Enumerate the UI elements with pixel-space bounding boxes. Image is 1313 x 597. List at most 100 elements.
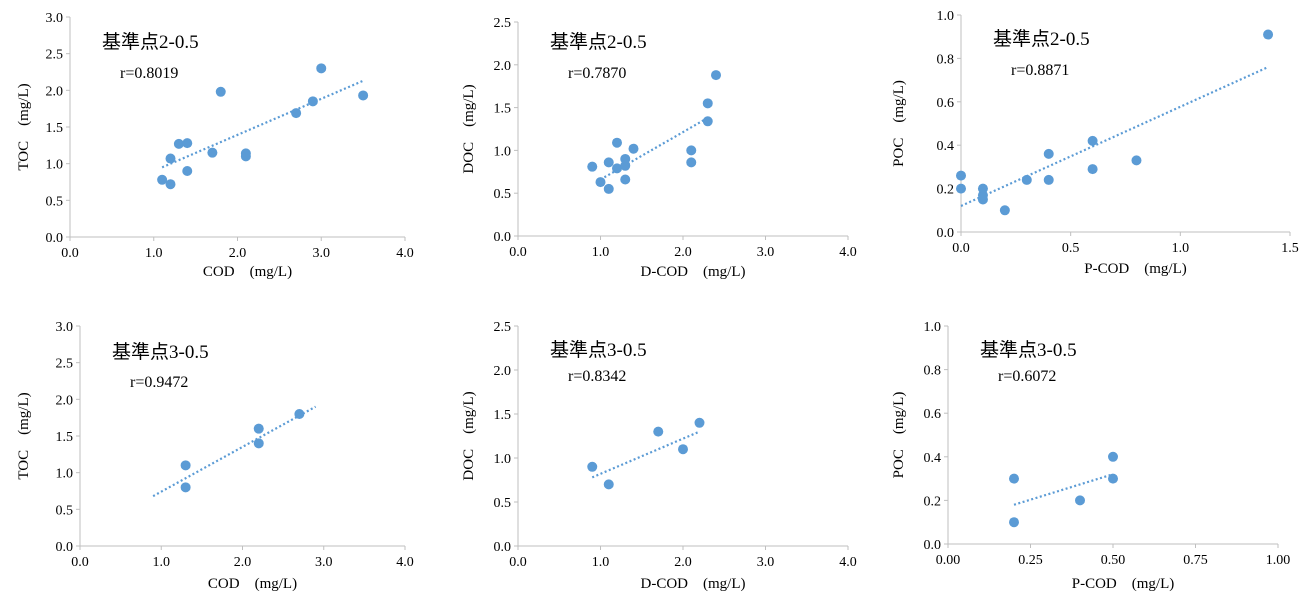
data-point [595,177,606,188]
data-point [587,461,598,472]
data-point [1131,155,1142,166]
data-point [157,174,168,185]
data-point [291,108,302,119]
y-tick-label: 3.0 [46,11,64,26]
y-tick-label: 0.5 [494,187,512,202]
y-axis-label: DOC (mg/L) [461,391,477,480]
y-tick-label: 0.5 [46,194,64,209]
x-axis-label: COD (mg/L) [203,264,292,280]
data-point [1043,148,1054,159]
y-tick-label: 1.5 [46,121,64,136]
x-tick-label: 0.0 [71,555,89,570]
data-point [702,116,713,127]
data-point [702,98,713,109]
data-point [603,479,614,490]
x-tick-label: 0.75 [1183,553,1208,568]
data-point [1043,174,1054,185]
x-tick-label: 1.00 [1266,553,1291,568]
x-tick-label: 0.0 [952,241,970,256]
y-tick-label: 0.5 [494,496,512,511]
x-tick-label: 1.0 [592,555,610,570]
y-tick-label: 2.0 [56,393,74,408]
data-point [240,148,251,159]
data-point [1009,517,1019,528]
data-point [999,205,1010,216]
data-point [628,143,639,154]
y-tick-label: 0.2 [937,183,955,198]
scatter-panel: 0.0 0.2 0.4 0.6 0.8 1.0 0.0 0.5 1.0 1.5 P-COD (mg/… [891,9,1299,277]
y-tick-label: 1.5 [494,102,512,117]
data-point [182,166,193,176]
y-tick-label: 1.0 [494,452,512,467]
correlation-annotation: r=0.9472 [130,374,188,391]
correlation-annotation: r=0.7870 [568,65,626,82]
data-point [694,417,705,428]
data-point [253,423,264,434]
data-point [165,153,176,164]
data-point [587,161,598,172]
x-tick-label: 0.00 [936,553,961,568]
data-point [603,183,614,194]
scatter-panel: 0.0 0.5 1.0 1.5 2.0 2.5 0.0 1.0 2.0 3.0 4.0 D-COD (… [461,320,857,592]
data-point [316,63,327,74]
x-tick-label: 1.0 [592,245,610,260]
scatter-panel: 0.0 0.5 1.0 1.5 2.0 2.5 3.0 0.0 1.0 2.0 3.0 4.0 COD … [16,11,414,280]
x-tick-label: 2.0 [234,555,252,570]
data-point [620,153,631,164]
scatter-panel: 0.0 0.5 1.0 1.5 2.0 2.5 3.0 0.0 1.0 2.0 3.0 4.0 COD … [16,320,414,592]
data-point [678,444,688,455]
y-tick-label: 0.0 [46,231,64,246]
x-tick-label: 0.0 [509,245,527,260]
y-axis-label: POC (mg/L) [891,80,907,167]
x-tick-label: 4.0 [839,245,857,260]
data-point [1075,495,1085,506]
x-tick-label: 4.0 [396,246,414,261]
y-axis-label: TOC (mg/L) [16,83,32,170]
panel-title: 基準点2-0.5 [550,31,647,53]
y-tick-label: 3.0 [56,320,74,335]
trendline [591,430,700,479]
x-tick-label: 2.0 [674,245,692,260]
trendline [960,66,1269,207]
x-tick-label: 1.0 [1172,241,1190,256]
y-tick-label: 2.0 [494,59,512,74]
data-point [620,160,631,171]
data-point [653,426,664,437]
y-axis-label: DOC (mg/L) [461,84,477,173]
y-tick-label: 0.4 [924,451,942,466]
x-tick-label: 0.0 [509,555,527,570]
panel-title: 基準点2-0.5 [993,28,1090,50]
x-tick-label: 1.0 [145,246,163,261]
y-tick-label: 2.0 [494,364,512,379]
x-tick-label: 0.5 [1062,241,1080,256]
data-point [1108,451,1118,462]
data-point [358,90,369,101]
data-point [1263,29,1274,40]
data-point [620,174,631,185]
data-point [1087,135,1098,146]
data-point [307,96,318,107]
trendline [152,405,317,498]
data-point [711,70,721,81]
panel-title: 基準点3-0.5 [112,341,209,363]
data-point [294,409,305,419]
data-point [1021,174,1032,185]
x-tick-label: 3.0 [757,245,775,260]
scatter-panel: 0.0 0.2 0.4 0.6 0.8 1.0 0.00 0.25 0.50 0.75 1.00 P-… [891,320,1290,592]
y-tick-label: 0.5 [56,503,74,518]
y-tick-label: 0.6 [937,96,955,111]
y-tick-label: 0.2 [924,494,942,509]
data-point [686,157,697,168]
y-tick-label: 2.5 [494,16,512,31]
trendline [1013,473,1114,506]
x-tick-label: 3.0 [315,555,333,570]
x-tick-label: 0.0 [61,246,79,261]
data-point [612,163,622,174]
y-tick-label: 1.0 [924,320,942,335]
data-point [1108,473,1118,484]
x-axis-label: D-COD (mg/L) [641,264,746,280]
y-tick-label: 0.0 [56,540,74,555]
y-tick-label: 0.8 [937,52,955,67]
data-point [1009,473,1019,484]
